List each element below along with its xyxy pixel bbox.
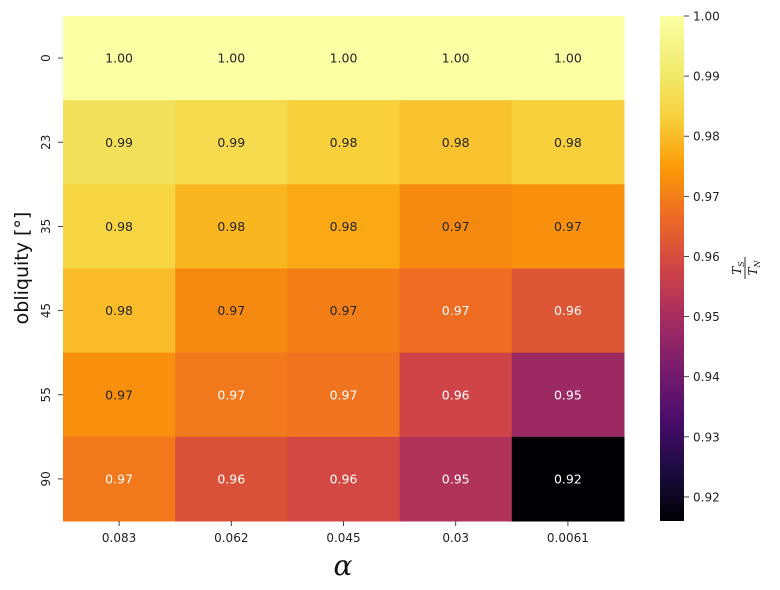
cell-annotation: 0.98	[554, 135, 582, 150]
heatmap-cell	[399, 352, 513, 438]
cell-annotation: 0.98	[217, 219, 245, 234]
heatmap-cell	[287, 352, 401, 438]
cell-annotation: 0.98	[105, 219, 133, 234]
heatmap-cell	[175, 184, 288, 269]
y-axis-label: obliquity [°]	[11, 212, 33, 325]
heatmap-cells: 1.00 1.00 1.00 1.00 1.00 0.99 0.99 0.98 0.98 0.98…	[63, 16, 625, 522]
colorbar-label-numerator: T	[730, 266, 744, 275]
cell-annotation: 0.97	[105, 471, 133, 486]
cell-annotation: 0.97	[554, 219, 582, 234]
heatmap-cell	[63, 184, 176, 269]
cell-annotation: 0.98	[105, 303, 133, 318]
heatmap-cell	[63, 436, 176, 522]
heatmap-cell	[63, 352, 176, 438]
heatmap-cell	[399, 16, 513, 101]
heatmap-cell	[287, 268, 401, 354]
cell-annotation: 0.96	[330, 471, 358, 486]
cell-annotation: 0.96	[442, 387, 470, 402]
cell-annotation: 0.97	[217, 387, 245, 402]
x-tick-label: 0.03	[442, 531, 469, 545]
y-axis-ticks: 0 23 35 45 55 90	[39, 54, 63, 487]
cell-annotation: 0.97	[330, 387, 358, 402]
heatmap-cell	[63, 100, 176, 185]
heatmap-cell	[175, 100, 288, 185]
heatmap-cell	[175, 436, 288, 522]
heatmap-cell	[63, 268, 176, 354]
x-tick-label: 0.062	[214, 531, 248, 545]
svg-text:TN: TN	[746, 259, 762, 275]
cell-annotation: 0.99	[105, 135, 133, 150]
cell-annotation: 0.97	[330, 303, 358, 318]
heatmap-cell	[511, 184, 625, 269]
heatmap-cell	[63, 16, 176, 101]
x-tick-label: 0.045	[326, 531, 360, 545]
heatmap-cell	[399, 268, 513, 354]
cell-annotation: 0.96	[554, 303, 582, 318]
cell-annotation: 0.95	[554, 387, 582, 402]
colorbar-ticks: 1.00 0.99 0.98 0.97 0.96 0.95 0.94 0.93 0.92	[684, 10, 720, 504]
colorbar-gradient	[660, 16, 684, 521]
cell-annotation: 0.98	[330, 135, 358, 150]
colorbar-label-denominator: T	[746, 267, 760, 276]
x-tick-label: 0.083	[102, 531, 136, 545]
heatmap-cell	[511, 352, 625, 438]
colorbar-label-denominator-sub: N	[753, 259, 762, 268]
cell-annotation: 1.00	[330, 51, 358, 66]
heatmap-cell	[399, 100, 513, 185]
colorbar-tick-label: 0.98	[693, 130, 720, 144]
heatmap-cell	[287, 16, 401, 101]
cell-annotation: 0.92	[554, 471, 582, 486]
colorbar: 1.00 0.99 0.98 0.97 0.96 0.95 0.94 0.93 0.92 TS …	[660, 10, 762, 521]
cell-annotation: 0.95	[442, 471, 470, 486]
colorbar-tick-label: 0.95	[693, 310, 720, 324]
heatmap-cell	[287, 184, 401, 269]
colorbar-label: TS TN	[730, 257, 762, 279]
x-axis-label: α	[334, 549, 353, 582]
heatmap-cell	[175, 268, 288, 354]
x-axis-ticks: 0.083 0.062 0.045 0.03 0.0061	[102, 521, 589, 545]
heatmap-cell	[511, 16, 625, 101]
cell-annotation: 1.00	[554, 51, 582, 66]
x-tick-label: 0.0061	[547, 531, 589, 545]
cell-annotation: 0.97	[105, 387, 133, 402]
heatmap-cell	[175, 16, 288, 101]
heatmap-cell	[511, 268, 625, 354]
colorbar-tick-label: 0.99	[693, 70, 720, 84]
heatmap-cell	[399, 184, 513, 269]
cell-annotation: 0.96	[217, 471, 245, 486]
cell-annotation: 0.97	[442, 219, 470, 234]
cell-annotation: 0.98	[330, 219, 358, 234]
y-tick-label: 90	[39, 471, 53, 486]
y-tick-label: 0	[39, 54, 53, 62]
colorbar-tick-label: 0.96	[693, 250, 720, 264]
cell-annotation: 0.97	[217, 303, 245, 318]
heatmap-cell	[287, 436, 401, 522]
cell-annotation: 1.00	[442, 51, 470, 66]
cell-annotation: 0.99	[217, 135, 245, 150]
cell-annotation: 1.00	[105, 51, 133, 66]
y-tick-label: 23	[39, 135, 53, 150]
cell-annotation: 1.00	[217, 51, 245, 66]
colorbar-tick-label: 0.92	[693, 490, 720, 504]
heatmap-cell	[511, 100, 625, 185]
colorbar-tick-label: 1.00	[693, 10, 720, 24]
cell-annotation: 0.98	[442, 135, 470, 150]
heatmap-cell	[511, 436, 625, 522]
y-tick-label: 55	[39, 387, 53, 402]
colorbar-tick-label: 0.97	[693, 190, 720, 204]
y-tick-label: 35	[39, 219, 53, 234]
heatmap-cell	[175, 352, 288, 438]
svg-text:TS: TS	[730, 261, 746, 275]
cell-annotation: 0.97	[442, 303, 470, 318]
heatmap-cell	[287, 100, 401, 185]
heatmap-cell	[399, 436, 513, 522]
y-tick-label: 45	[39, 303, 53, 318]
colorbar-tick-label: 0.93	[693, 430, 720, 444]
colorbar-tick-label: 0.94	[693, 370, 720, 384]
colorbar-label-numerator-sub: S	[737, 261, 746, 267]
